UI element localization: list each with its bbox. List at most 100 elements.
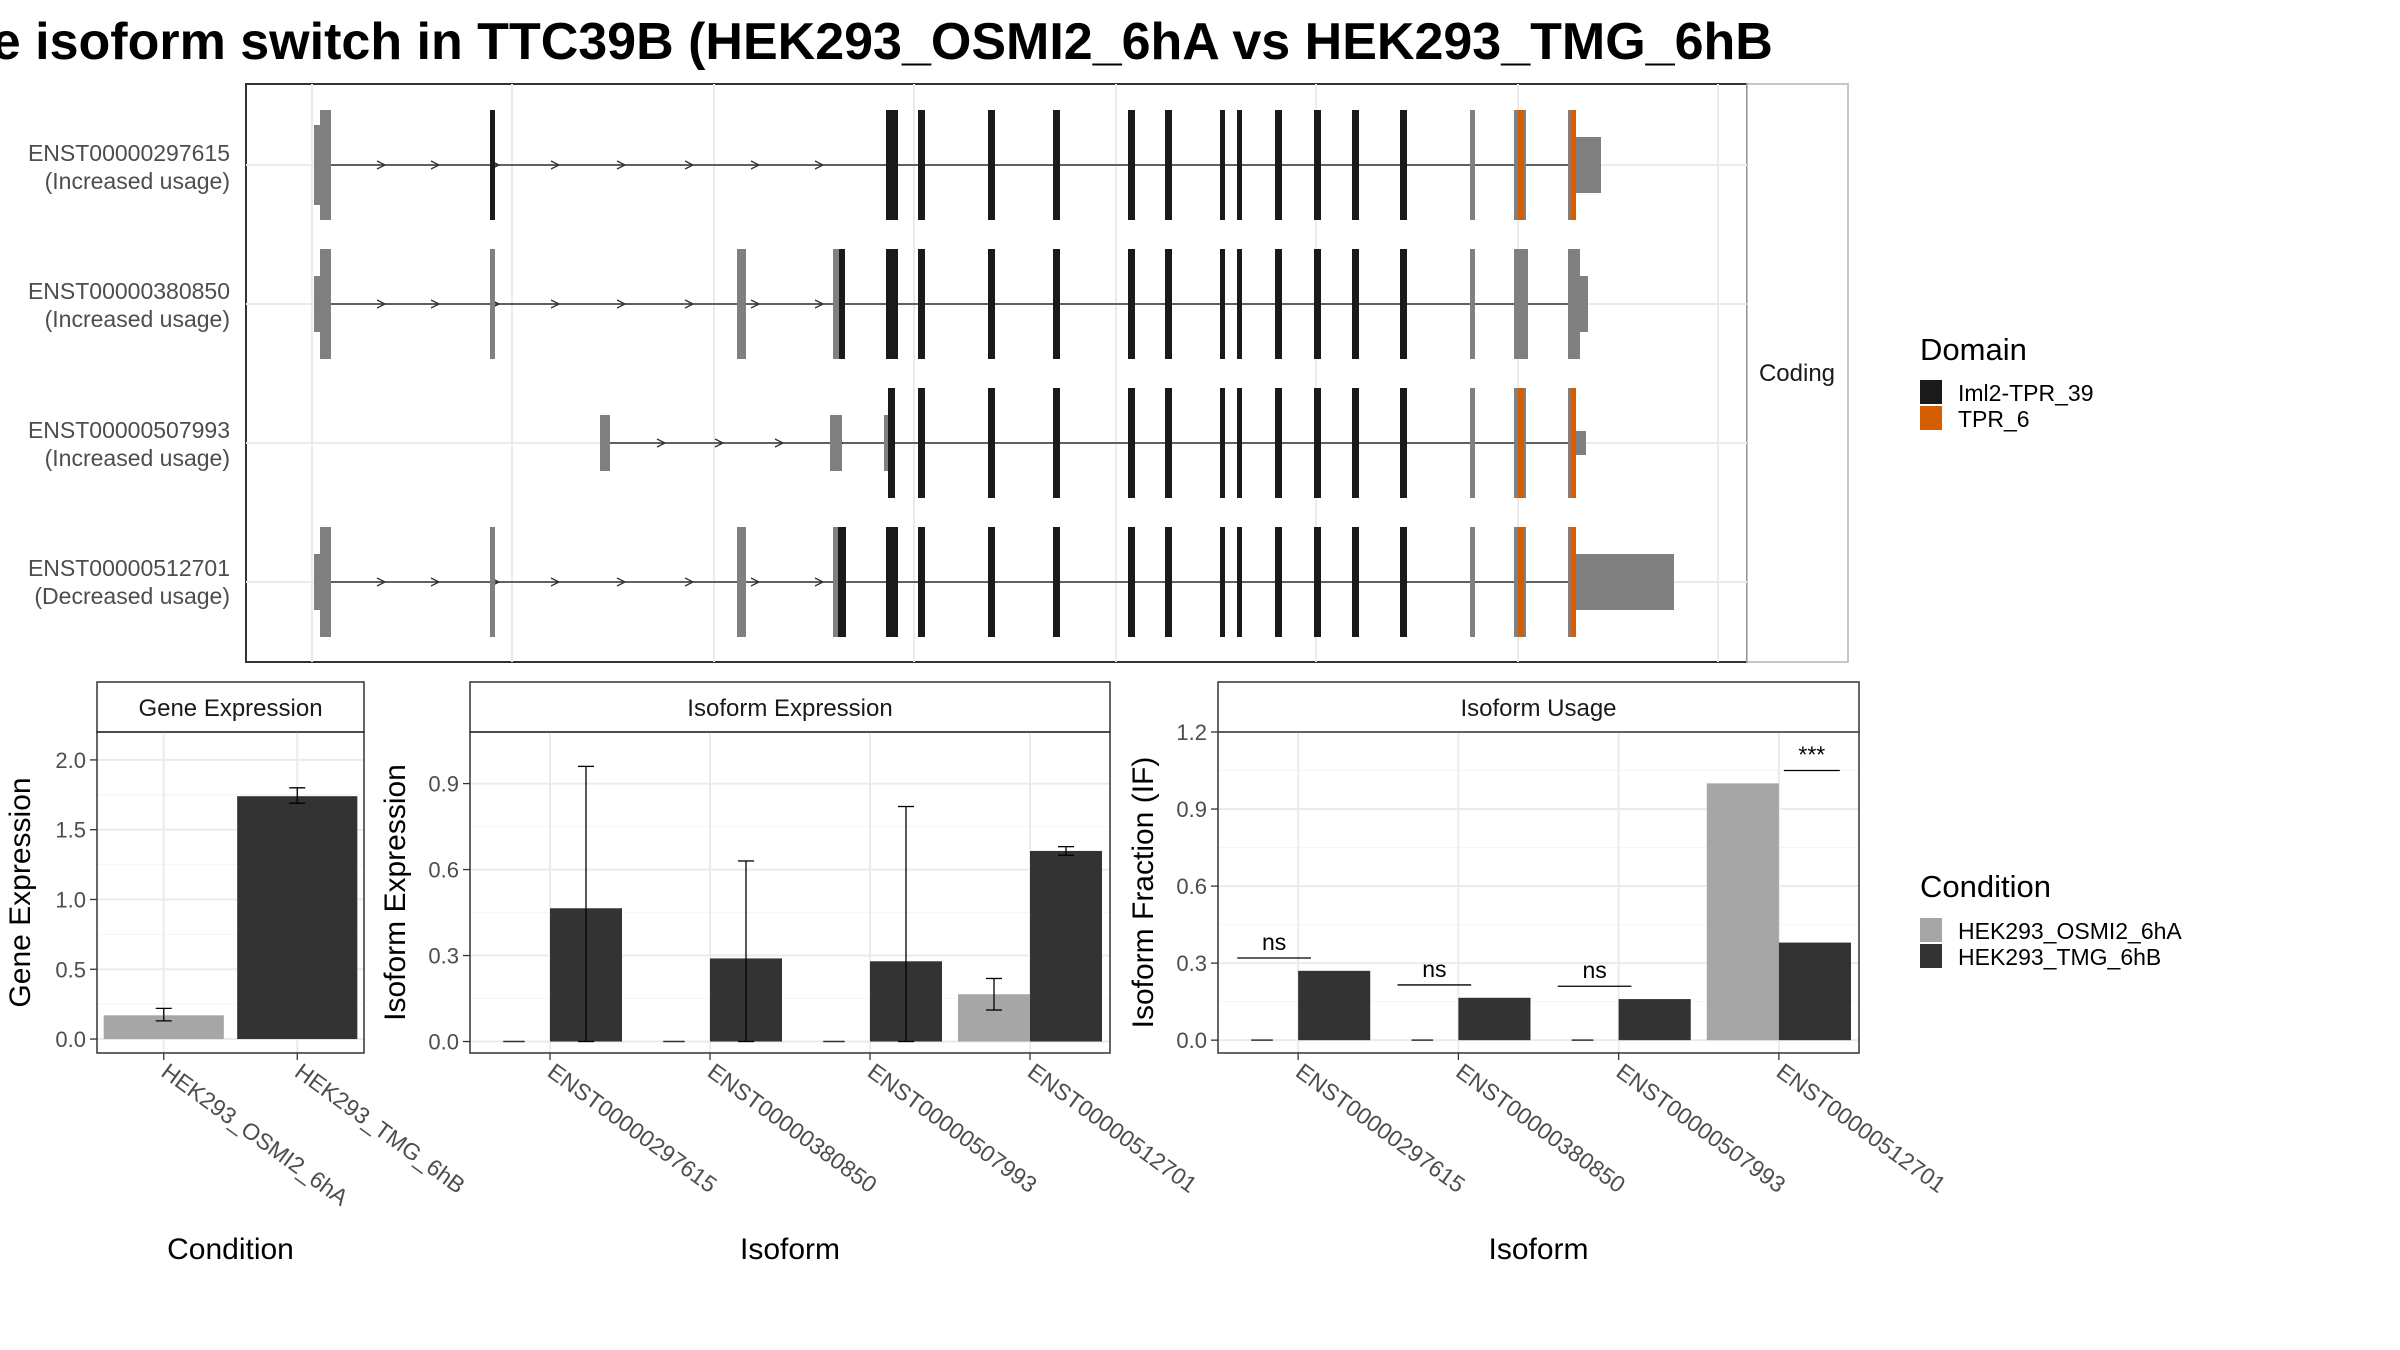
exon-block bbox=[1352, 110, 1359, 220]
isoform-note-2: (Increased usage) bbox=[45, 306, 230, 332]
exon-block bbox=[1128, 249, 1135, 359]
exon-block bbox=[1580, 276, 1588, 332]
significance-label: ns bbox=[1422, 956, 1446, 982]
strand-arrow bbox=[814, 577, 825, 587]
y-tick-label: 1.5 bbox=[55, 818, 86, 843]
x-tick-label: ENST00000512701 bbox=[1772, 1058, 1951, 1198]
exon-block bbox=[1165, 527, 1172, 637]
condition-legend-title: Condition bbox=[1920, 869, 2051, 904]
y-tick-label: 0.9 bbox=[428, 772, 459, 797]
bar bbox=[1706, 783, 1779, 1041]
strand-arrow bbox=[616, 299, 627, 309]
strand-arrow bbox=[684, 299, 695, 309]
isoform-expression-chart: Isoform Expression 0.0 0.3 0.6 0.9 ENST000002… bbox=[379, 681, 1202, 1266]
strand-arrow bbox=[656, 438, 667, 448]
exon-block bbox=[490, 249, 495, 359]
strand-arrow bbox=[814, 160, 825, 170]
bar bbox=[1778, 942, 1851, 1041]
bar bbox=[1458, 997, 1531, 1041]
y-tick-label: 1.0 bbox=[55, 887, 86, 912]
isoform-note-3: (Increased usage) bbox=[45, 445, 230, 471]
x-tick-label: ENST00000380850 bbox=[703, 1058, 882, 1198]
chart-strip-title: Isoform Expression bbox=[687, 695, 892, 722]
isoform-usage-chart: Isoform Usage ns ns ns *** 0.0 0.3 0.6 0.9 1.2 ENS… bbox=[1127, 681, 1951, 1266]
exon-block bbox=[1053, 527, 1060, 637]
exon-block bbox=[314, 554, 320, 610]
exon-block bbox=[1275, 110, 1282, 220]
exon-block bbox=[918, 249, 925, 359]
bar bbox=[103, 1015, 224, 1040]
exon-block bbox=[1352, 388, 1359, 498]
y-tick-label: 0.0 bbox=[428, 1030, 459, 1055]
exon-block bbox=[1514, 249, 1528, 359]
exon-block bbox=[1237, 388, 1242, 498]
exon-block bbox=[884, 415, 888, 471]
isoform-label-2: ENST00000380850 bbox=[28, 278, 230, 304]
y-tick-label: 0.6 bbox=[1176, 874, 1207, 899]
isoform-track-2 bbox=[314, 249, 1588, 359]
exon-block bbox=[1518, 527, 1524, 637]
bar bbox=[237, 796, 358, 1040]
exon-block bbox=[1400, 527, 1407, 637]
exon-block bbox=[1352, 249, 1359, 359]
y-tick-label: 1.2 bbox=[1176, 720, 1207, 745]
strand-arrow bbox=[376, 160, 387, 170]
exon-block bbox=[1165, 388, 1172, 498]
exon-block bbox=[839, 249, 845, 359]
strand-arrow bbox=[684, 160, 695, 170]
exon-block bbox=[1237, 527, 1242, 637]
strand-arrow bbox=[750, 160, 761, 170]
strand-arrow bbox=[376, 577, 387, 587]
exon-block bbox=[1275, 249, 1282, 359]
isoform-track-4 bbox=[314, 527, 1674, 637]
exon-block bbox=[1571, 110, 1576, 220]
exon-block bbox=[1053, 249, 1060, 359]
strand-arrow bbox=[430, 299, 441, 309]
strand-arrow bbox=[814, 299, 825, 309]
exon-block bbox=[918, 110, 925, 220]
exon-block bbox=[1128, 388, 1135, 498]
bar bbox=[1298, 970, 1371, 1041]
exon-block bbox=[1400, 388, 1407, 498]
chart-panel-border bbox=[469, 731, 1111, 1054]
x-axis-title: Condition bbox=[167, 1233, 294, 1266]
exon-block bbox=[1237, 110, 1242, 220]
exon-block bbox=[1220, 388, 1225, 498]
y-tick-label: 0.3 bbox=[1176, 951, 1207, 976]
condition-legend-swatch-a bbox=[1920, 918, 1942, 942]
exon-block bbox=[988, 527, 995, 637]
structure-plot-area bbox=[245, 83, 1748, 663]
isoform-note-4: (Decreased usage) bbox=[34, 583, 230, 609]
x-tick-label: ENST00000297615 bbox=[543, 1058, 722, 1198]
x-tick-label: ENST00000507993 bbox=[863, 1058, 1042, 1198]
exon-block bbox=[1314, 110, 1321, 220]
exon-block bbox=[320, 249, 331, 359]
exon-block bbox=[1400, 110, 1407, 220]
y-axis-title: Isoform Fraction (IF) bbox=[1127, 757, 1160, 1029]
exon-block bbox=[314, 125, 320, 205]
strand-arrow bbox=[550, 577, 561, 587]
exon-block bbox=[1470, 388, 1475, 498]
x-axis-title: Isoform bbox=[1488, 1233, 1588, 1266]
chart-panel-border bbox=[1217, 731, 1860, 1054]
exon-block bbox=[320, 110, 331, 220]
domain-legend-title: Domain bbox=[1920, 332, 2027, 367]
y-tick-label: 0.0 bbox=[1176, 1028, 1207, 1053]
exon-block bbox=[886, 110, 898, 220]
exon-block bbox=[886, 527, 898, 637]
y-axis-title: Isoform Expression bbox=[379, 764, 412, 1021]
domain-legend-swatch-tpr6 bbox=[1920, 406, 1942, 430]
x-tick-label: ENST00000297615 bbox=[1291, 1058, 1470, 1198]
exon-block bbox=[1237, 249, 1242, 359]
exon-block bbox=[1314, 527, 1321, 637]
strand-arrow bbox=[684, 577, 695, 587]
strand-arrow bbox=[774, 438, 785, 448]
isoform-label-1: ENST00000297615 bbox=[28, 140, 230, 166]
strand-arrow bbox=[750, 577, 761, 587]
structure-strip bbox=[1746, 83, 1849, 663]
exon-block bbox=[1314, 388, 1321, 498]
x-tick-label: ENST00000507993 bbox=[1612, 1058, 1791, 1198]
chart-strip-title: Isoform Usage bbox=[1460, 695, 1616, 722]
significance-label: *** bbox=[1798, 742, 1825, 768]
